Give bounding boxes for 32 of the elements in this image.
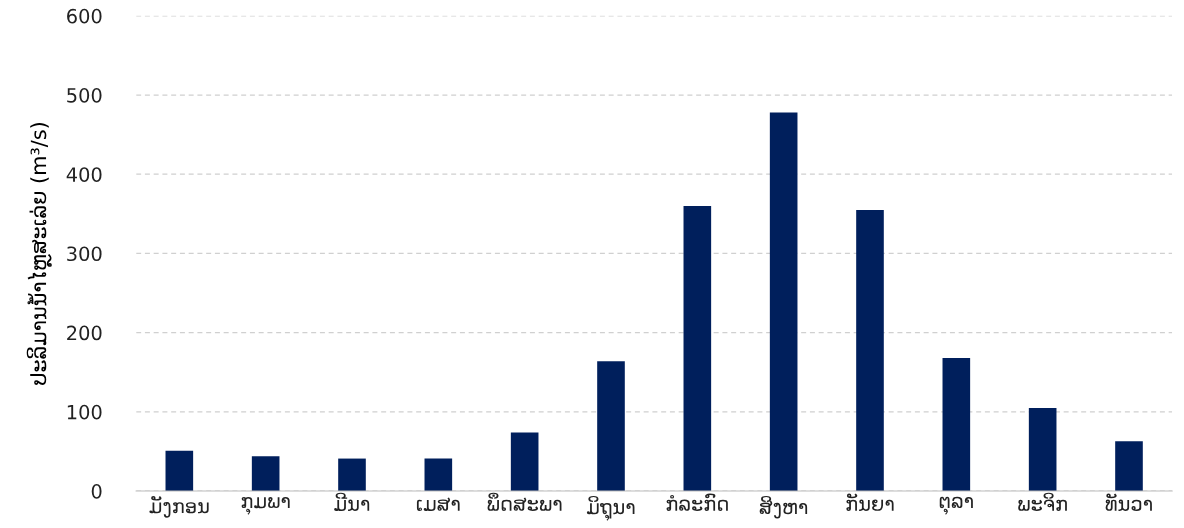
bar — [856, 209, 884, 492]
bar — [424, 458, 453, 492]
x-tick-label: ກຸມພາ — [241, 497, 290, 515]
x-tick-label: ມິຖຸນາ — [586, 495, 635, 521]
bar — [1115, 441, 1143, 492]
y-tick-label: 300 — [67, 246, 102, 262]
x-tick-label: ພະຈິກ — [1018, 492, 1067, 511]
x-tick-label: ກັນຍາ — [846, 493, 894, 511]
bar — [683, 205, 712, 492]
bar — [338, 458, 366, 492]
bar — [510, 432, 539, 492]
x-tick-label: ມັງກອນ — [149, 495, 209, 518]
y-axis-title: ປະລິມານນ້ຳໄຫຼສະເລ່ຍ (m³/s) — [26, 123, 52, 385]
y-tick-label: 200 — [67, 325, 102, 341]
y-tick-label: 600 — [67, 8, 102, 24]
x-tick-label: ສິງຫາ — [759, 495, 808, 519]
x-tick-label: ທັນວາ — [1105, 493, 1152, 511]
x-tick-label: ຕຸລາ — [939, 496, 973, 515]
bar — [165, 450, 194, 492]
bar — [251, 456, 280, 492]
bar — [1028, 407, 1057, 492]
bar — [942, 357, 971, 492]
x-tick-label: ກໍລະກົດ — [666, 493, 728, 511]
y-tick-label: 500 — [67, 88, 102, 103]
bar — [597, 361, 625, 492]
x-tick-label: ພຶດສະພາ — [487, 492, 562, 511]
y-tick-label: 0 — [91, 484, 102, 499]
x-tick-label: ມີນາ — [334, 492, 370, 511]
y-tick-label: 100 — [67, 404, 102, 420]
bar — [769, 112, 798, 492]
y-tick-label: 400 — [66, 167, 102, 182]
x-tick-label: ເມສາ — [416, 497, 460, 511]
